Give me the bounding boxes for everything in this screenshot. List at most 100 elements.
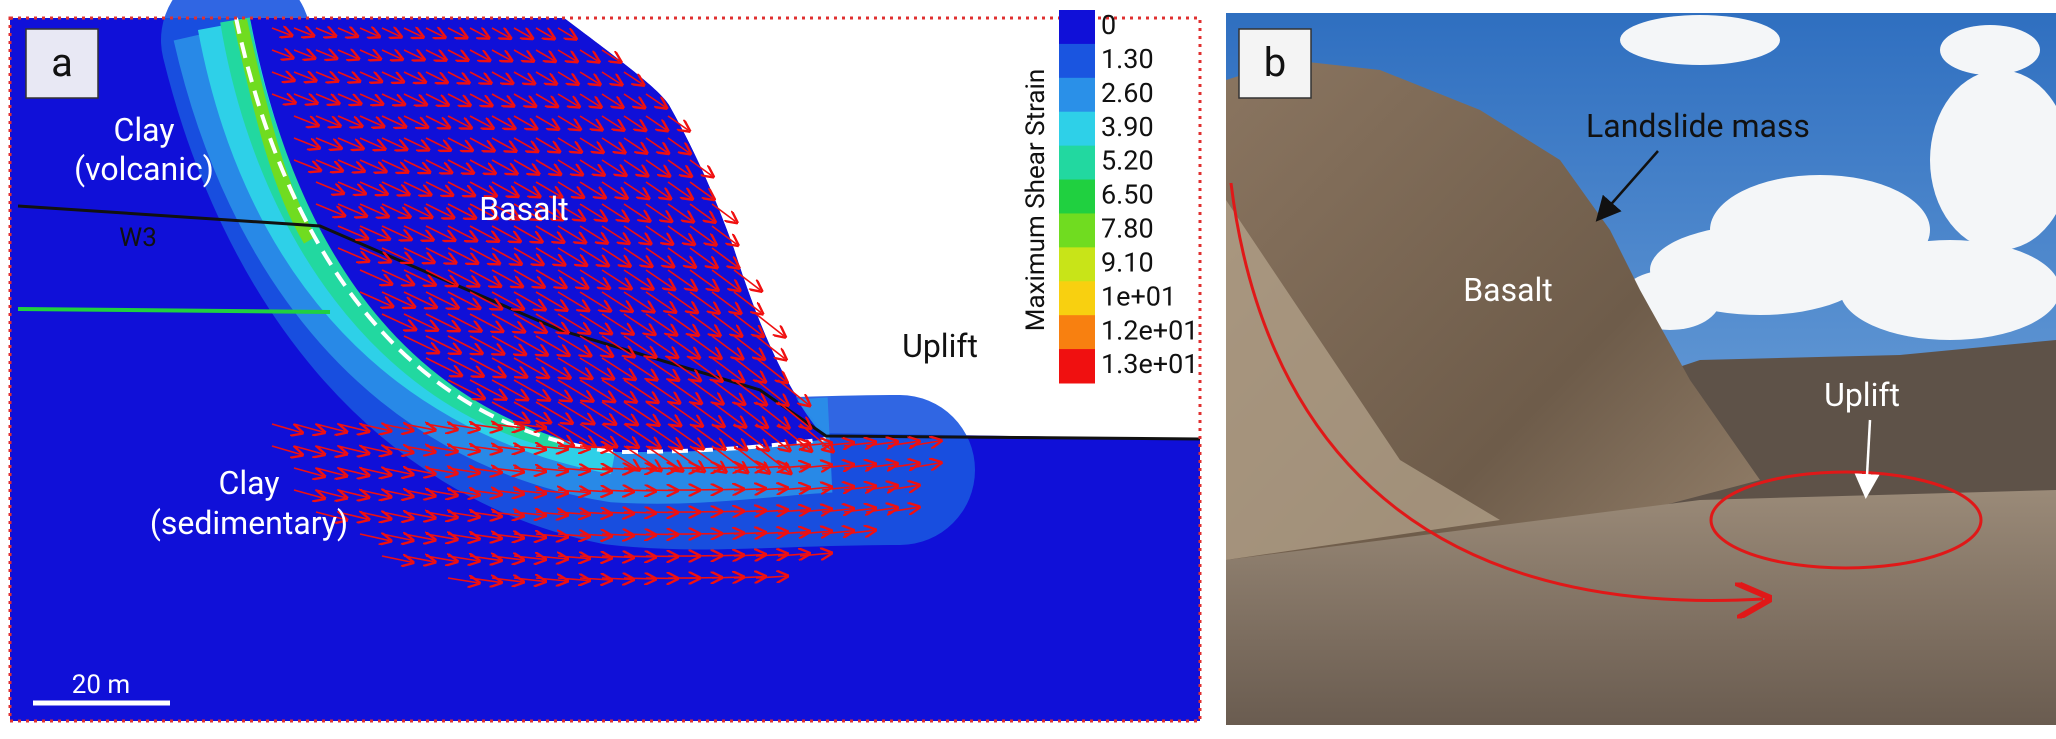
vector — [733, 533, 764, 534]
vector — [491, 269, 521, 286]
vector — [579, 225, 606, 242]
vector — [535, 27, 553, 38]
vector — [799, 509, 830, 512]
vector — [601, 49, 619, 61]
vector — [799, 443, 830, 446]
vector — [755, 466, 786, 468]
colorbar-swatch — [1059, 111, 1095, 147]
vector — [601, 578, 632, 579]
vector — [425, 71, 446, 82]
vector — [469, 115, 492, 127]
colorbar-label: 9.10 — [1101, 246, 1154, 278]
clouds — [1620, 15, 2056, 340]
vector — [689, 247, 716, 267]
vector — [535, 225, 562, 241]
colorbar-swatch — [1059, 281, 1095, 316]
vector — [403, 291, 435, 307]
talus — [1226, 200, 1500, 560]
uplift-ellipse — [1709, 470, 1983, 570]
vector — [425, 424, 456, 429]
vector — [381, 291, 413, 306]
vector — [513, 512, 544, 515]
vector — [821, 509, 852, 512]
vector — [689, 225, 715, 244]
vector — [535, 556, 566, 559]
vector — [689, 335, 720, 357]
vector — [469, 247, 498, 263]
vector — [623, 335, 655, 356]
vector — [733, 577, 764, 578]
vector — [579, 137, 602, 152]
vector — [557, 335, 589, 355]
vector — [425, 512, 456, 517]
vector — [425, 269, 456, 285]
vector — [535, 468, 566, 471]
vector — [557, 49, 576, 61]
vector — [535, 93, 556, 106]
vector — [689, 291, 718, 312]
vector — [425, 225, 453, 240]
vector — [359, 247, 389, 261]
vector — [667, 115, 688, 130]
vector — [579, 115, 601, 129]
vector — [645, 137, 667, 152]
vector — [293, 94, 316, 103]
vector — [513, 137, 536, 151]
vector — [469, 291, 500, 308]
vector — [403, 490, 433, 496]
vector — [381, 424, 411, 430]
vector — [469, 225, 497, 240]
vector — [579, 490, 610, 492]
vector — [403, 335, 437, 352]
vector — [645, 313, 675, 334]
vector — [403, 313, 436, 329]
vector — [579, 468, 610, 470]
vector — [843, 442, 874, 446]
annotation: Uplift — [1824, 376, 1900, 414]
vector — [711, 247, 738, 267]
vector — [315, 50, 335, 58]
vector — [557, 534, 588, 536]
colorbar-label: 6.50 — [1101, 179, 1154, 211]
vector — [469, 335, 502, 353]
vector — [425, 291, 457, 307]
colorbar-swatch — [1059, 145, 1095, 181]
vector — [359, 115, 382, 126]
vector — [337, 424, 367, 431]
vector — [425, 115, 448, 127]
vector — [425, 490, 456, 495]
vector — [711, 401, 744, 426]
vector — [821, 487, 852, 490]
vector — [293, 28, 312, 35]
vector — [469, 137, 493, 150]
vector — [667, 357, 699, 380]
vector — [909, 463, 940, 468]
vector — [557, 93, 578, 106]
vector — [645, 357, 677, 379]
vector — [667, 379, 700, 402]
vector — [359, 490, 389, 497]
vector — [733, 401, 766, 426]
vector — [623, 423, 659, 447]
vector — [381, 247, 411, 261]
vector — [535, 512, 566, 515]
colorbar-swatch — [1059, 43, 1095, 79]
colorbar-label: 1.30 — [1101, 43, 1154, 75]
annotation: Basalt — [1463, 271, 1553, 309]
vector — [447, 203, 474, 217]
colorbar-label: 1.2e+01 — [1101, 314, 1198, 346]
vector — [513, 357, 547, 377]
vector — [469, 534, 500, 538]
vector — [601, 115, 623, 129]
colorbar: 01.302.603.905.206.507.809.101e+011.2e+0… — [1059, 9, 1198, 384]
vector — [645, 247, 672, 266]
vector — [579, 291, 609, 310]
panel-label: b — [1264, 39, 1286, 86]
vector — [403, 159, 428, 172]
vector — [315, 159, 341, 170]
vector — [887, 441, 918, 446]
vector — [579, 49, 598, 61]
vector — [755, 357, 786, 381]
vector — [777, 444, 808, 446]
vector — [579, 379, 613, 401]
